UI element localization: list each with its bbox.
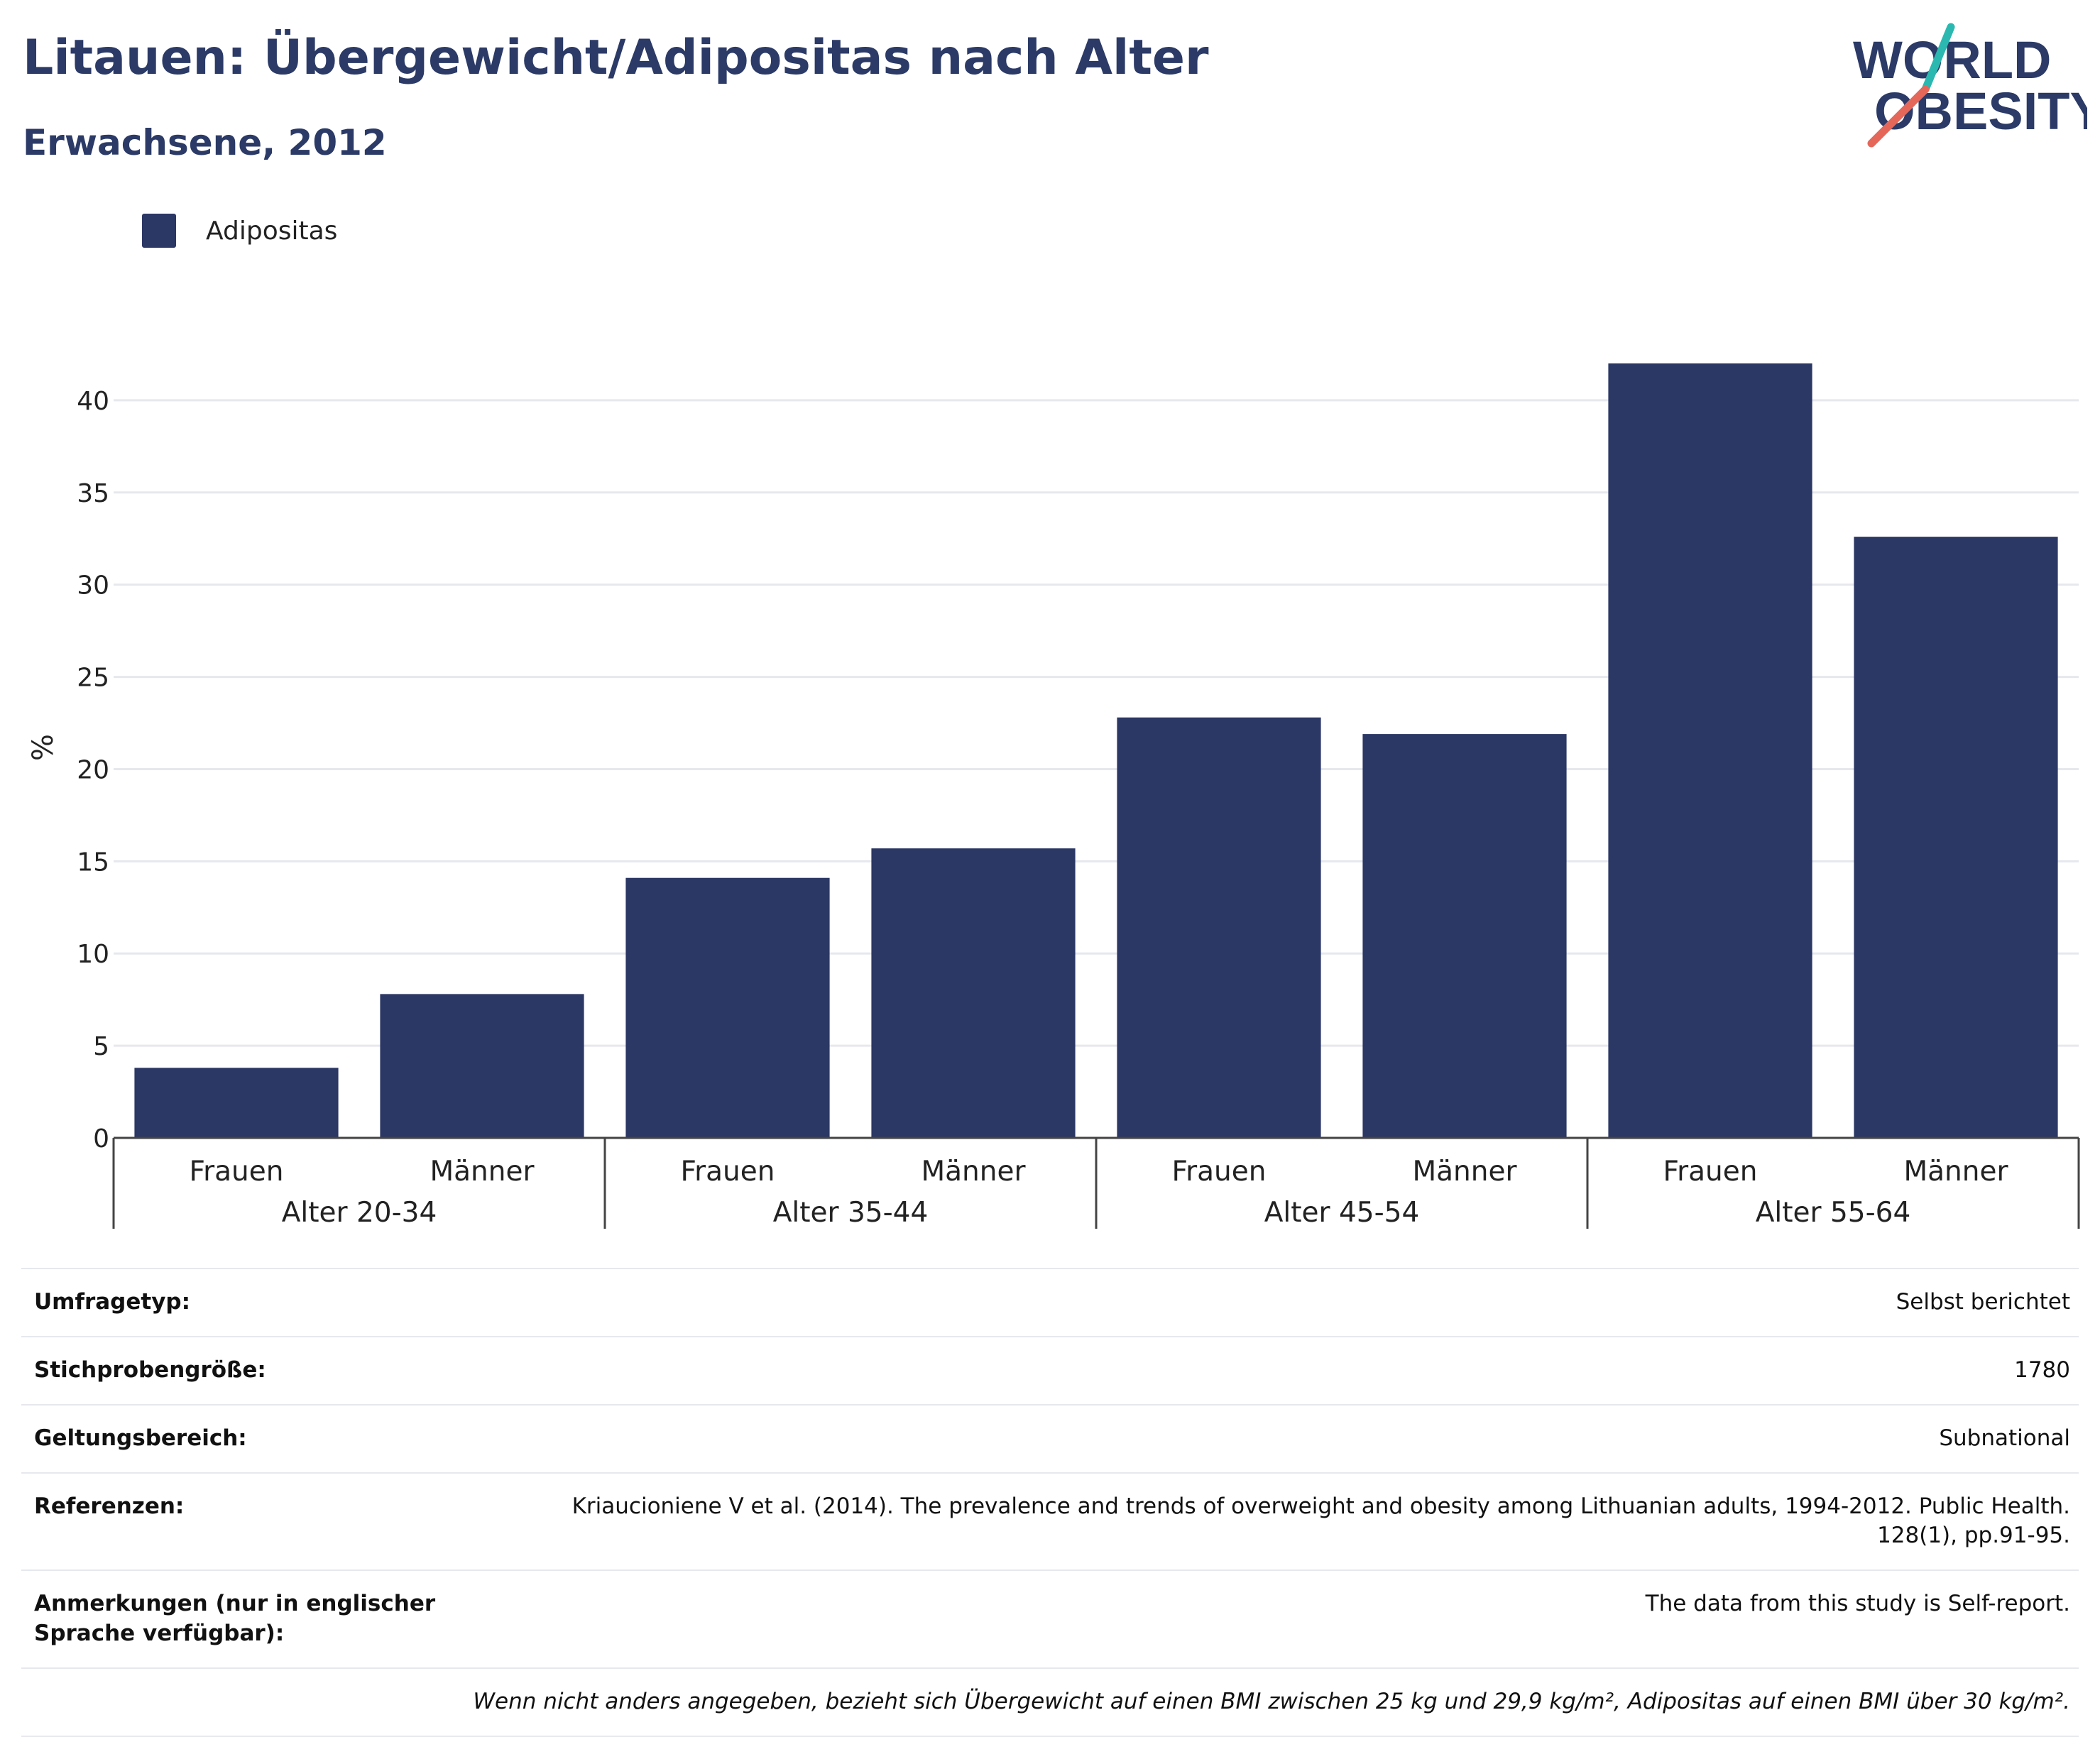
info-row: Referenzen: Kriaucioniene V et al. (2014)… <box>21 1472 2079 1571</box>
study-info-table: Umfragetyp: Selbst berichtet Stichprobengr… <box>21 1268 2079 1737</box>
legend-label-adipositas: Adipositas <box>206 216 338 246</box>
info-label: Referenzen: <box>21 1472 540 1571</box>
y-tick-label: 20 <box>77 755 109 784</box>
x-tick-label: Männer <box>1412 1156 1517 1188</box>
x-tick-label: Männer <box>1903 1156 2008 1188</box>
info-label: Umfragetyp: <box>21 1268 540 1337</box>
x-tick-label: Männer <box>430 1156 535 1188</box>
x-tick-label: Männer <box>921 1156 1026 1188</box>
group-label: Alter 35-44 <box>773 1197 929 1229</box>
x-tick-label: Frauen <box>1663 1156 1758 1188</box>
bar <box>380 994 584 1138</box>
y-tick-label: 35 <box>77 479 109 508</box>
bar <box>1854 537 2058 1138</box>
y-tick-label: 5 <box>93 1032 109 1061</box>
logo-line-obesity: OBESITY <box>1874 82 2087 141</box>
logo-slash-teal <box>1921 23 1955 94</box>
bar <box>1117 717 1321 1138</box>
world-obesity-logo: WORLD OBESITY <box>1853 23 2087 148</box>
page-title: Litauen: Übergewicht/Adipositas nach Alt… <box>23 30 1209 86</box>
info-value: Selbst berichtet <box>540 1268 2079 1337</box>
group-label: Alter 55-64 <box>1756 1197 1911 1229</box>
y-tick-label: 30 <box>77 571 109 601</box>
info-row: Stichprobengröße: 1780 <box>21 1335 2079 1405</box>
info-value: Kriaucioniene V et al. (2014). The preva… <box>540 1472 2079 1571</box>
info-value: The data from this study is Self-report. <box>540 1569 2079 1668</box>
bar <box>625 877 830 1138</box>
logo-line-world: WORLD <box>1853 31 2052 89</box>
info-label: Anmerkungen (nur in englischer Sprache v… <box>21 1569 540 1668</box>
x-tick-label: Frauen <box>1172 1156 1267 1188</box>
y-tick-label: 40 <box>77 387 109 416</box>
page-subtitle: Erwachsene, 2012 <box>23 122 387 163</box>
info-row: Geltungsbereich: Subnational <box>21 1403 2079 1473</box>
info-label: Geltungsbereich: <box>21 1403 540 1473</box>
chart-legend: Adipositas <box>142 213 337 248</box>
info-row: Anmerkungen (nur in englischer Sprache v… <box>21 1569 2079 1668</box>
y-tick-label: 15 <box>77 848 109 877</box>
logo-slash-coral <box>1867 85 1930 148</box>
y-tick-label: 25 <box>77 664 109 693</box>
info-value: Subnational <box>540 1403 2079 1473</box>
bar <box>134 1068 339 1138</box>
group-label: Alter 20-34 <box>282 1197 437 1229</box>
info-label: Stichprobengröße: <box>21 1335 540 1405</box>
bar <box>1608 363 1812 1138</box>
x-tick-label: Frauen <box>681 1156 775 1188</box>
legend-swatch-adipositas <box>142 214 176 248</box>
x-tick-label: Frauen <box>190 1156 284 1188</box>
y-tick-label: 0 <box>93 1124 109 1154</box>
y-axis-label: % <box>27 734 60 761</box>
footnote-row: Wenn nicht anders angegeben, bezieht sic… <box>21 1667 2079 1737</box>
group-label: Alter 45-54 <box>1264 1197 1420 1229</box>
footnote: Wenn nicht anders angegeben, bezieht sic… <box>21 1667 2079 1737</box>
bar-chart: 0 5 10 15 20 25 30 35 40% Frauen Männer Frauen Männe… <box>27 363 2080 1229</box>
bar <box>1362 734 1567 1138</box>
y-tick-label: 10 <box>77 940 109 969</box>
bar <box>871 848 1076 1138</box>
info-value: 1780 <box>540 1335 2079 1405</box>
info-row: Umfragetyp: Selbst berichtet <box>21 1268 2079 1337</box>
